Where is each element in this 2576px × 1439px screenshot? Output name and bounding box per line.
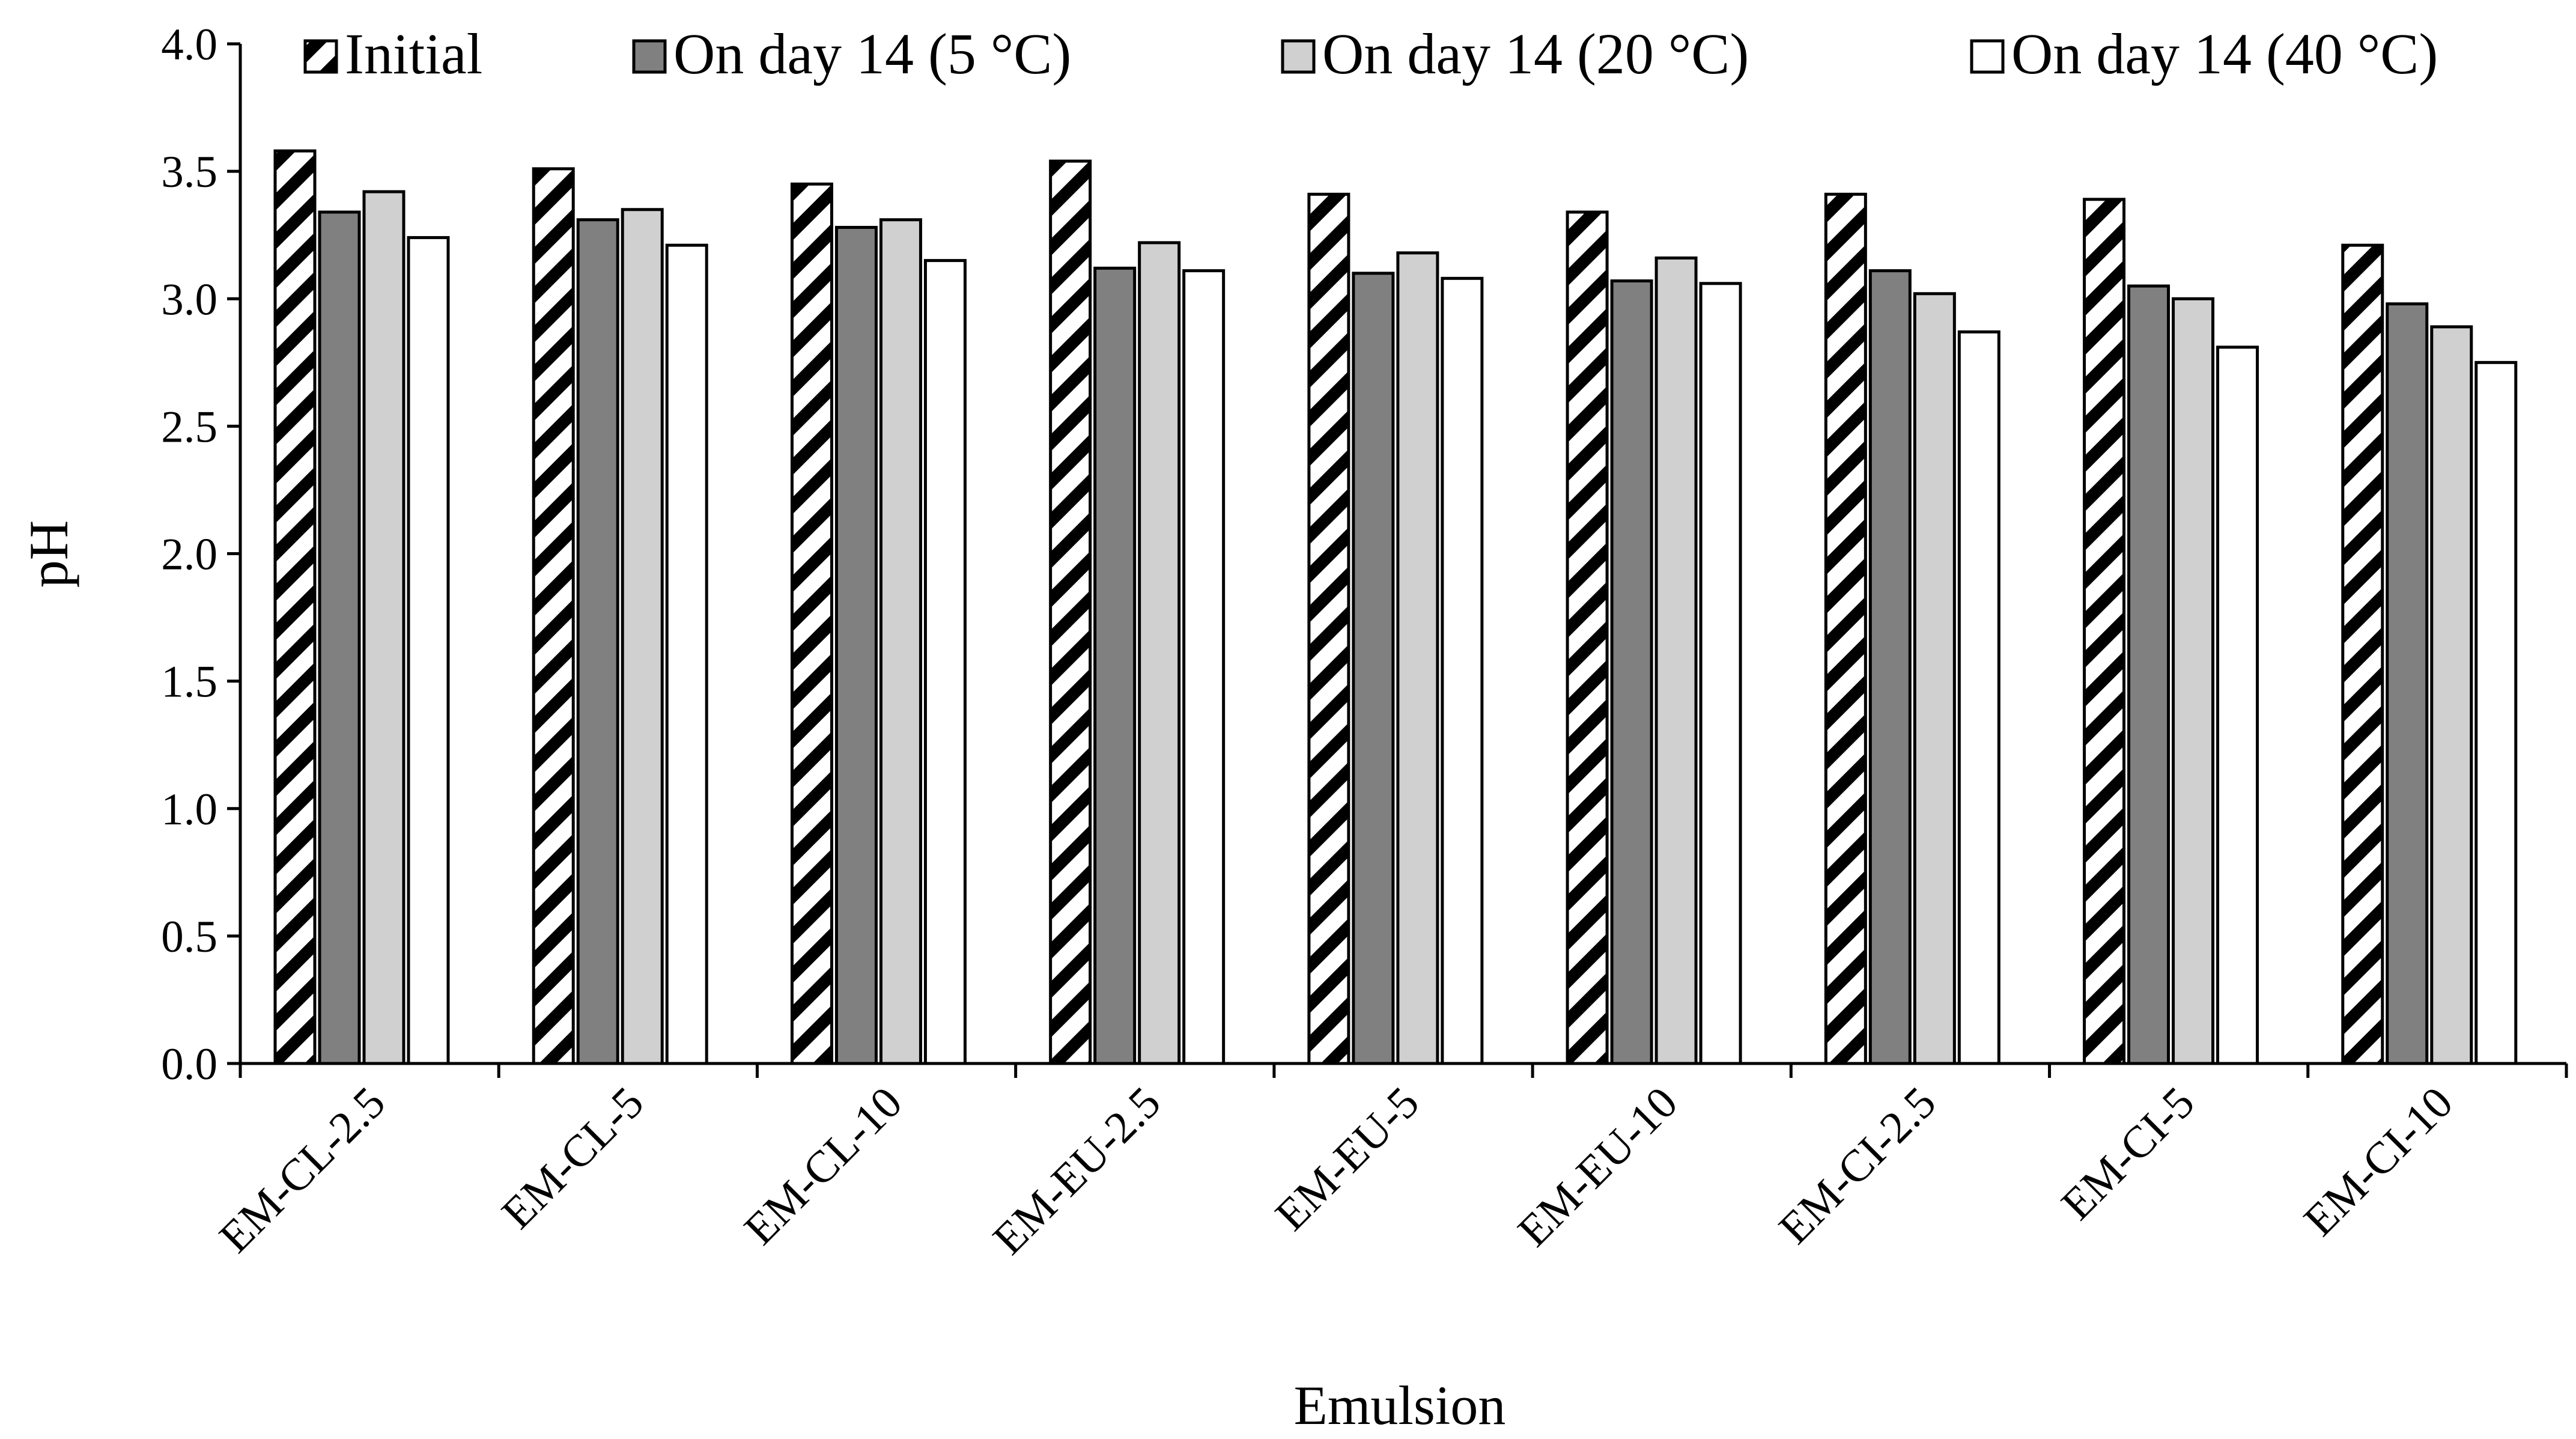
bar-EM-CL-10-series-2 <box>879 218 922 1065</box>
bar-EM-CI-10-series-0 <box>2341 243 2384 1065</box>
bar-EM-CI-2.5-series-3 <box>1957 330 2000 1065</box>
bar-EM-EU-5-series-2 <box>1396 251 1439 1065</box>
bar-EM-CI-10-series-2 <box>2430 325 2473 1065</box>
bar-EM-CI-5-series-1 <box>2127 284 2170 1065</box>
bar-EM-CI-10-series-1 <box>2386 302 2429 1065</box>
y-axis-title: pH <box>18 520 79 588</box>
bar-EM-EU-10-series-2 <box>1654 256 1698 1065</box>
bar-EM-CL-5-series-1 <box>576 218 619 1065</box>
bar-EM-CI-2.5-series-2 <box>1913 292 1956 1065</box>
bar-EM-CL-5-series-2 <box>621 208 664 1065</box>
legend-swatch-series-0 <box>303 39 338 74</box>
bar-EM-CL-2.5-series-3 <box>407 236 450 1065</box>
bars-group <box>273 149 2518 1065</box>
bar-EM-CI-5-series-0 <box>2083 198 2126 1065</box>
legend-swatch-series-2 <box>1281 39 1316 74</box>
bar-EM-CL-10-series-0 <box>790 182 833 1065</box>
bar-EM-CL-5-series-0 <box>532 167 575 1065</box>
bar-EM-CL-10-series-1 <box>834 225 878 1065</box>
y-tick-label: 3.0 <box>161 275 217 324</box>
bar-EM-CL-2.5-series-0 <box>273 149 317 1065</box>
y-tick-label: 4.0 <box>161 20 217 70</box>
legend: Initial On day 14 (5 °C) On day 14 (20 °C)… <box>303 22 2438 86</box>
x-tick-label: EM-EU-2.5 <box>983 1077 1170 1264</box>
bar-EM-EU-5-series-3 <box>1441 276 1484 1065</box>
x-tick-label: EM-CI-10 <box>2294 1077 2462 1246</box>
y-tick-labels: 0.0 0.5 1.0 1.5 2.0 2.5 3.0 3.5 4.0 <box>161 20 217 1089</box>
x-tick-label: EM-CI-2.5 <box>1770 1077 1946 1253</box>
bar-EM-EU-2.5-series-0 <box>1049 159 1092 1065</box>
bar-EM-EU-5-series-1 <box>1352 272 1395 1065</box>
axes-group <box>227 42 2568 1078</box>
x-tick-label: EM-CL-5 <box>493 1077 654 1238</box>
bar-EM-EU-10-series-0 <box>1566 210 1609 1065</box>
x-tick-label: EM-EU-10 <box>1508 1077 1687 1256</box>
y-tick-label: 0.0 <box>161 1039 217 1089</box>
y-tick-label: 3.5 <box>161 147 217 197</box>
bar-EM-EU-2.5-series-2 <box>1138 241 1181 1065</box>
y-tick-label: 1.5 <box>161 657 217 707</box>
x-tick-label: EM-EU-5 <box>1266 1077 1429 1240</box>
bar-EM-CL-5-series-3 <box>665 243 708 1065</box>
bar-EM-CI-5-series-2 <box>2172 297 2215 1065</box>
x-tick-label: EM-CL-2.5 <box>210 1077 395 1262</box>
x-tick-label: EM-CI-5 <box>2052 1077 2204 1229</box>
bar-EM-CI-5-series-3 <box>2216 345 2259 1065</box>
y-tick-label: 2.0 <box>161 530 217 580</box>
bar-EM-CL-2.5-series-2 <box>362 190 406 1065</box>
y-tick-label: 1.0 <box>161 785 217 835</box>
bar-EM-CI-2.5-series-1 <box>1868 269 1912 1065</box>
legend-label-series-1: On day 14 (5 °C) <box>673 22 1071 86</box>
legend-swatch-series-3 <box>1970 39 2005 74</box>
bar-EM-EU-2.5-series-1 <box>1093 266 1137 1065</box>
bar-EM-EU-10-series-1 <box>1610 279 1653 1065</box>
y-tick-label: 0.5 <box>161 912 217 962</box>
legend-label-series-3: On day 14 (40 °C) <box>2011 22 2438 86</box>
bar-EM-EU-10-series-3 <box>1699 282 1742 1065</box>
x-tick-labels: EM-CL-2.5 EM-CL-5 EM-CL-10 EM-EU-2.5 EM-EU-5… <box>210 1077 2462 1264</box>
x-tick-label: EM-CL-10 <box>735 1077 911 1254</box>
bar-EM-EU-5-series-0 <box>1307 192 1350 1065</box>
legend-swatch-series-1 <box>632 39 667 74</box>
bar-EM-CI-2.5-series-0 <box>1824 192 1867 1065</box>
bar-EM-EU-2.5-series-3 <box>1182 269 1226 1065</box>
legend-label-series-2: On day 14 (20 °C) <box>1322 22 1749 86</box>
y-tick-label: 2.5 <box>161 402 217 452</box>
x-axis-title: Emulsion <box>1294 1375 1506 1436</box>
bar-EM-CL-10-series-3 <box>923 259 967 1065</box>
legend-label-series-0: Initial <box>345 22 482 86</box>
bar-EM-CI-10-series-3 <box>2474 361 2518 1065</box>
bar-EM-CL-2.5-series-1 <box>318 210 361 1065</box>
